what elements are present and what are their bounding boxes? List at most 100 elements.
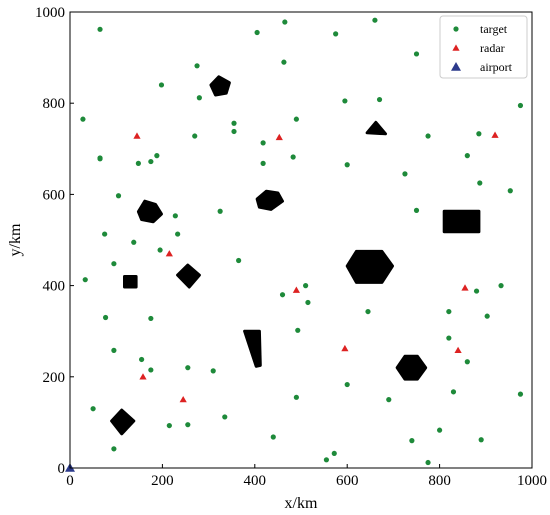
target-point-24 bbox=[154, 153, 160, 159]
legend-label-airport: airport bbox=[480, 60, 513, 74]
target-point-34 bbox=[172, 213, 178, 219]
target-point-42 bbox=[82, 277, 88, 283]
target-point-12 bbox=[231, 128, 237, 135]
legend-label-target: target bbox=[480, 22, 508, 36]
target-point-66 bbox=[222, 414, 228, 420]
target-point-59 bbox=[185, 365, 191, 371]
obstacle-5 bbox=[345, 249, 394, 284]
target-point-38 bbox=[131, 239, 137, 245]
obstacle-8 bbox=[243, 329, 262, 368]
y-tick-label-3: 600 bbox=[43, 187, 66, 203]
target-point-3 bbox=[333, 31, 339, 37]
legend-marker-radar bbox=[452, 44, 460, 51]
target-point-44 bbox=[303, 283, 309, 289]
obstacle-4 bbox=[442, 209, 481, 234]
x-tick-label-3: 600 bbox=[336, 473, 359, 489]
target-point-8 bbox=[194, 63, 200, 69]
target-point-26 bbox=[260, 160, 266, 166]
y-tick-label-0: 0 bbox=[58, 461, 66, 477]
target-point-15 bbox=[342, 98, 348, 104]
radar-point-3 bbox=[165, 250, 173, 257]
obstacle-7 bbox=[123, 275, 138, 289]
target-point-13 bbox=[260, 140, 266, 146]
obstacle-1 bbox=[365, 120, 387, 136]
tick-layer: 0 200 400 600 800 1000 0 200 400 600 800 1000 bbox=[35, 5, 547, 489]
target-point-58 bbox=[148, 367, 154, 373]
target-point-72 bbox=[323, 457, 330, 463]
target-point-35 bbox=[217, 208, 223, 214]
target-point-1 bbox=[254, 29, 260, 36]
radar-point-6 bbox=[341, 344, 349, 352]
target-point-23 bbox=[148, 158, 154, 165]
target-point-70 bbox=[111, 446, 117, 452]
target-point-0 bbox=[97, 26, 103, 32]
legend-marker-target bbox=[453, 26, 459, 32]
legend-label-radar: radar bbox=[480, 41, 505, 55]
target-point-18 bbox=[476, 131, 482, 137]
x-tick-label-5: 1000 bbox=[517, 473, 547, 489]
target-point-22 bbox=[135, 160, 141, 166]
radar-point-0 bbox=[133, 132, 141, 139]
target-point-45 bbox=[305, 299, 311, 306]
target-point-36 bbox=[413, 207, 420, 213]
obstacle-2 bbox=[136, 199, 163, 224]
plot-frame bbox=[69, 11, 533, 469]
target-point-27 bbox=[290, 154, 296, 160]
target-point-32 bbox=[507, 188, 513, 194]
target-point-7 bbox=[158, 82, 165, 88]
obstacle-layer bbox=[110, 75, 481, 436]
target-point-41 bbox=[236, 257, 242, 264]
target-point-50 bbox=[148, 315, 154, 322]
obstacle-3 bbox=[255, 189, 284, 211]
target-point-51 bbox=[446, 308, 452, 315]
target-point-25 bbox=[192, 133, 198, 139]
target-point-54 bbox=[498, 283, 504, 289]
target-point-30 bbox=[402, 171, 408, 177]
radar-point-4 bbox=[292, 286, 300, 293]
legend-box bbox=[439, 15, 528, 79]
target-point-9 bbox=[281, 59, 287, 65]
obstacle-0 bbox=[209, 75, 231, 97]
target-point-76 bbox=[437, 427, 443, 433]
target-point-74 bbox=[409, 438, 415, 444]
legend-marker-airport bbox=[451, 62, 461, 71]
target-point-64 bbox=[464, 359, 470, 365]
target-point-73 bbox=[331, 450, 337, 457]
target-point-19 bbox=[517, 102, 524, 109]
target-point-68 bbox=[185, 422, 191, 428]
target-point-37 bbox=[102, 231, 108, 237]
target-point-10 bbox=[196, 95, 202, 101]
target-point-21 bbox=[97, 156, 103, 162]
target-point-14 bbox=[293, 116, 299, 122]
target-point-2 bbox=[282, 19, 288, 25]
y-axis-label: y/km bbox=[7, 223, 24, 256]
x-tick-label-2: 400 bbox=[244, 473, 267, 489]
target-point-47 bbox=[295, 327, 301, 333]
radar-point-1 bbox=[275, 133, 283, 141]
target-point-28 bbox=[344, 162, 350, 168]
target-point-52 bbox=[446, 335, 452, 341]
target-point-46 bbox=[279, 292, 286, 298]
radar-point-9 bbox=[179, 396, 187, 403]
radar-point-5 bbox=[461, 284, 469, 291]
target-point-55 bbox=[484, 313, 490, 319]
x-tick-label-1: 200 bbox=[151, 473, 174, 489]
target-point-43 bbox=[111, 261, 117, 267]
radar-point-8 bbox=[139, 373, 147, 380]
x-tick-label-0: 0 bbox=[66, 473, 74, 489]
target-point-56 bbox=[111, 347, 117, 353]
radar-point-2 bbox=[491, 131, 499, 138]
target-point-49 bbox=[102, 314, 109, 321]
target-point-78 bbox=[517, 391, 524, 397]
target-point-67 bbox=[166, 422, 172, 429]
x-axis-label: x/km bbox=[285, 495, 318, 512]
target-point-53 bbox=[473, 288, 480, 294]
target-point-31 bbox=[477, 180, 483, 186]
target-point-57 bbox=[139, 356, 145, 363]
x-tick-label-4: 800 bbox=[428, 473, 451, 489]
target-point-4 bbox=[372, 17, 378, 23]
target-point-60 bbox=[210, 368, 216, 374]
target-point-6 bbox=[80, 116, 86, 122]
target-point-63 bbox=[450, 389, 457, 395]
